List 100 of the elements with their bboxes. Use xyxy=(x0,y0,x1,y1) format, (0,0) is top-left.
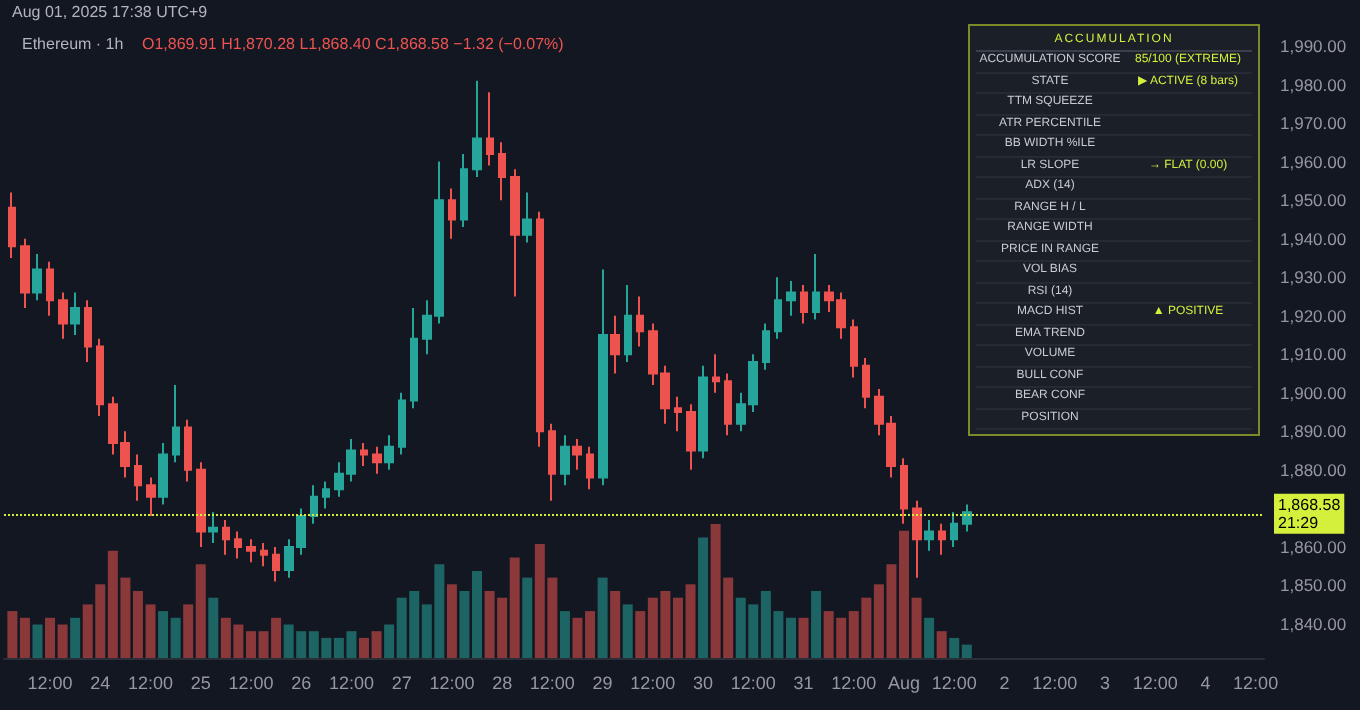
bar xyxy=(861,597,872,658)
chart-title: Ethereum · 1h xyxy=(22,35,124,53)
candlestick xyxy=(32,253,42,302)
bar xyxy=(760,591,771,658)
bar xyxy=(371,631,382,658)
x-tick-label: 12:00 xyxy=(529,673,575,693)
candlestick xyxy=(712,353,720,394)
bar xyxy=(233,624,244,658)
x-tick-label: 28 xyxy=(492,673,513,693)
x-tick-label: 12:00 xyxy=(127,673,174,693)
bar xyxy=(685,584,696,658)
candlestick xyxy=(774,276,782,340)
candlestick xyxy=(134,453,142,502)
candlestick xyxy=(812,253,820,321)
candlestick xyxy=(184,418,192,483)
candlestick xyxy=(460,152,468,229)
y-tick-label: 1,930.00 xyxy=(1280,267,1347,288)
y-tick-label: 1,940.00 xyxy=(1280,228,1347,249)
candlestick xyxy=(624,283,632,363)
bar xyxy=(346,631,357,658)
x-tick-label: 12:00 xyxy=(730,673,776,693)
bar xyxy=(145,604,156,658)
bar xyxy=(7,611,18,658)
y-tick-label: 1,990.00 xyxy=(1280,36,1347,56)
bar xyxy=(610,591,621,658)
candlestick xyxy=(272,545,280,583)
bar xyxy=(170,617,181,658)
x-tick-label: 12:00 xyxy=(1032,673,1078,693)
ref-line-label: 1,868.58 21:29 xyxy=(1278,495,1342,532)
bar xyxy=(484,591,495,658)
candlestick xyxy=(498,141,506,202)
x-tick-label: 4 xyxy=(1200,673,1211,693)
candlestick xyxy=(800,283,808,325)
bar xyxy=(823,611,834,658)
candlestick xyxy=(58,291,68,340)
bar xyxy=(120,577,131,658)
candlestick xyxy=(372,445,382,475)
candlestick xyxy=(486,91,494,167)
x-tick-label: 12:00 xyxy=(429,673,475,693)
bar xyxy=(497,597,508,658)
candlestick xyxy=(674,395,682,433)
candlestick xyxy=(598,268,608,487)
candlestick xyxy=(96,337,104,417)
bar xyxy=(873,584,884,658)
candlestick xyxy=(158,441,168,506)
text: Aug 01, 2025 17:38 UTC+9 xyxy=(12,3,209,21)
bar xyxy=(396,597,407,658)
x-tick-label: 3 xyxy=(1099,673,1110,693)
bar xyxy=(321,637,332,658)
x-tick-label: 26 xyxy=(291,673,312,693)
bar xyxy=(597,577,608,658)
bar xyxy=(132,591,143,658)
bar xyxy=(647,597,658,658)
y-tick-label: 1,880.00 xyxy=(1280,459,1347,480)
bar xyxy=(434,564,445,658)
x-tick-label: 12:00 xyxy=(228,673,274,693)
bar xyxy=(220,617,231,658)
bar xyxy=(183,604,194,658)
x-tick-label: 27 xyxy=(391,673,412,693)
candlestick xyxy=(962,503,972,533)
bar xyxy=(635,611,646,658)
candlestick xyxy=(686,403,696,471)
candlestick xyxy=(398,391,406,456)
x-tick-label: 12:00 xyxy=(831,673,877,693)
candlestick xyxy=(610,314,620,375)
bar xyxy=(459,591,470,658)
candlestick xyxy=(208,511,218,545)
bar xyxy=(660,591,671,658)
candlestick xyxy=(762,322,770,371)
candlestick xyxy=(234,530,242,560)
bar xyxy=(836,617,847,658)
bar xyxy=(258,631,269,658)
bar xyxy=(446,584,457,658)
bar xyxy=(95,584,106,658)
candlestick xyxy=(698,364,708,460)
bar xyxy=(785,617,796,658)
x-tick-label: 31 xyxy=(793,673,814,693)
y-tick-label: 1,950.00 xyxy=(1280,190,1347,211)
y-tick-label: 1,960.00 xyxy=(1280,151,1347,172)
y-tick-label: 1,850.00 xyxy=(1280,575,1347,596)
bar xyxy=(949,637,960,658)
candlestick xyxy=(472,79,482,179)
candlestick xyxy=(586,445,594,491)
bar xyxy=(522,577,533,658)
x-tick-label: 12:00 xyxy=(931,673,977,693)
bar xyxy=(421,604,432,658)
candlestick xyxy=(260,542,268,568)
bar xyxy=(748,604,759,658)
bar xyxy=(208,597,219,658)
y-tick-label: 1,920.00 xyxy=(1280,305,1347,326)
bar xyxy=(271,617,282,658)
bar xyxy=(509,557,520,658)
bar xyxy=(547,577,558,658)
bar xyxy=(384,624,395,658)
candlestick xyxy=(84,299,92,363)
y-tick-label: 1,840.00 xyxy=(1280,614,1347,634)
candlestick xyxy=(510,168,520,298)
candlestick xyxy=(20,237,30,310)
x-tick-label: 12:00 xyxy=(1132,673,1178,693)
x-tick-label: 12:00 xyxy=(27,673,73,693)
